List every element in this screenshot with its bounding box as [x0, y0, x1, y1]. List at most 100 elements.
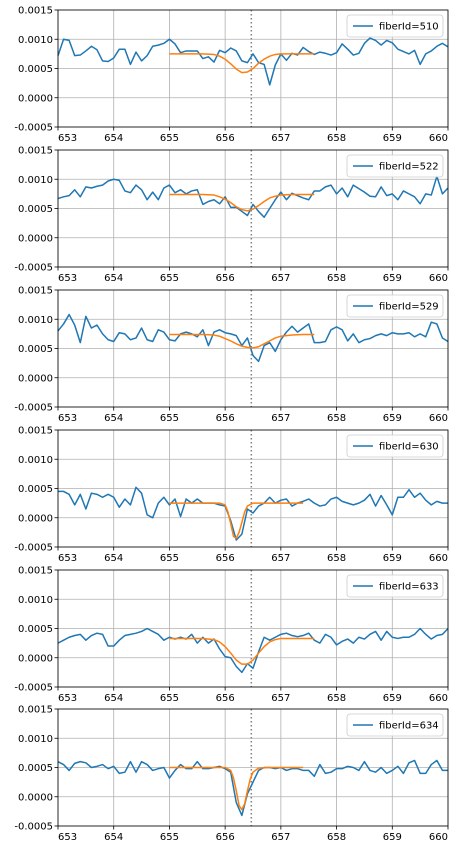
x-tick-label: 653 — [58, 553, 77, 564]
x-tick-label: 659 — [383, 133, 402, 144]
x-tick-label: 657 — [271, 832, 290, 843]
y-tick-label: -0.0005 — [14, 123, 53, 134]
x-tick-label: 660 — [429, 553, 448, 564]
legend-label: fiberId=510 — [379, 22, 439, 33]
x-tick-label: 660 — [429, 413, 448, 424]
y-tick-label: 0.0000 — [18, 373, 53, 384]
fit-line — [169, 766, 304, 811]
legend-label: fiberId=633 — [379, 582, 439, 593]
x-tick-label: 655 — [160, 553, 179, 564]
subplot-3: 653 654 655 656 657 658 659 660 -0.0005 0.0000 0.0… — [14, 286, 449, 424]
y-tick-label: 0.0015 — [18, 286, 53, 297]
legend-label: fiberId=634 — [379, 721, 439, 732]
x-tick-label: 655 — [160, 693, 179, 704]
x-tick-label: 658 — [327, 413, 346, 424]
legend-box — [346, 14, 444, 38]
fit-line — [169, 53, 315, 74]
x-tick-label: 658 — [327, 693, 346, 704]
spectrum-line — [58, 486, 448, 541]
x-tick-label: 658 — [327, 553, 346, 564]
x-tick-label: 655 — [160, 832, 179, 843]
x-tick-label: 654 — [104, 133, 123, 144]
y-tick-label: 0.0010 — [18, 35, 53, 46]
x-tick-label: 660 — [429, 133, 448, 144]
y-tick-label: 0.0005 — [18, 344, 53, 355]
x-tick-label: 656 — [216, 553, 235, 564]
y-tick-label: 0.0015 — [18, 6, 53, 17]
x-tick-label: 656 — [216, 273, 235, 284]
y-tick-label: 0.0005 — [18, 64, 53, 75]
y-tick-label: 0.0010 — [18, 595, 53, 606]
y-tick-label: 0.0015 — [18, 566, 53, 577]
y-tick-label: 0.0010 — [18, 175, 53, 186]
spectrum-line — [57, 175, 449, 219]
x-tick-label: 655 — [160, 273, 179, 284]
y-tick-label: -0.0005 — [14, 822, 53, 833]
y-tick-label: 0.0005 — [18, 204, 53, 215]
subplot-1: 653 654 655 656 657 658 659 660 -0.0005 0.0000 0.0… — [14, 6, 449, 144]
y-tick-label: -0.0005 — [14, 263, 53, 274]
y-tick-label: 0.0000 — [18, 513, 53, 524]
x-tick-label: 653 — [58, 273, 77, 284]
x-tick-label: 660 — [429, 693, 448, 704]
legend: fiberId=630 — [346, 434, 444, 458]
y-tick-label: 0.0015 — [18, 705, 53, 716]
x-tick-label: 653 — [58, 133, 77, 144]
x-tick-label: 660 — [429, 273, 448, 284]
legend-box — [346, 713, 444, 737]
y-tick-label: 0.0010 — [18, 455, 53, 466]
spectrum-line — [57, 759, 448, 817]
x-tick-label: 659 — [383, 553, 402, 564]
y-tick-label: 0.0000 — [18, 653, 53, 664]
x-tick-label: 654 — [104, 832, 123, 843]
subplot-2: 653 654 655 656 657 658 659 660 -0.0005 0.0000 0.0… — [14, 146, 449, 284]
fit-line — [169, 637, 315, 665]
legend-label: fiberId=630 — [379, 442, 439, 453]
x-tick-label: 653 — [58, 693, 77, 704]
x-tick-label: 657 — [271, 133, 290, 144]
spectrum-line — [57, 313, 449, 363]
x-tick-label: 659 — [383, 832, 402, 843]
x-tick-label: 660 — [429, 832, 448, 843]
x-tick-label: 658 — [327, 273, 346, 284]
y-tick-label: 0.0000 — [18, 93, 53, 104]
x-tick-label: 657 — [271, 693, 290, 704]
y-tick-label: 0.0000 — [18, 233, 53, 244]
y-tick-label: 0.0005 — [18, 484, 53, 495]
legend: fiberId=510 — [346, 14, 444, 38]
x-tick-label: 656 — [216, 413, 235, 424]
subplot-4: 653 654 655 656 657 658 659 660 -0.0005 0.0000 0.0… — [14, 426, 449, 564]
x-tick-label: 654 — [104, 553, 123, 564]
legend: fiberId=633 — [346, 574, 444, 598]
spectrum-line — [57, 627, 449, 674]
legend: fiberId=634 — [346, 713, 444, 737]
x-tick-label: 655 — [160, 413, 179, 424]
legend: fiberId=522 — [346, 154, 444, 178]
y-tick-label: -0.0005 — [14, 683, 53, 694]
legend-box — [346, 294, 444, 318]
x-tick-label: 659 — [383, 693, 402, 704]
y-tick-label: 0.0005 — [18, 624, 53, 635]
fit-line — [169, 193, 315, 212]
x-tick-label: 657 — [271, 273, 290, 284]
y-tick-label: 0.0010 — [18, 315, 53, 326]
x-tick-label: 653 — [58, 832, 77, 843]
x-tick-label: 653 — [58, 413, 77, 424]
x-tick-label: 654 — [104, 413, 123, 424]
legend: fiberId=529 — [346, 294, 444, 318]
x-tick-label: 656 — [216, 832, 235, 843]
x-tick-label: 656 — [216, 693, 235, 704]
y-tick-label: 0.0015 — [18, 426, 53, 437]
x-tick-label: 658 — [327, 133, 346, 144]
fit-line — [169, 502, 304, 539]
x-tick-label: 659 — [383, 273, 402, 284]
y-tick-label: 0.0000 — [18, 792, 53, 803]
legend-box — [346, 574, 444, 598]
legend-label: fiberId=529 — [379, 302, 439, 313]
x-tick-label: 654 — [104, 693, 123, 704]
subplot-5: 653 654 655 656 657 658 659 660 -0.0005 0.0000 0.0… — [14, 566, 449, 704]
y-tick-label: -0.0005 — [14, 403, 53, 414]
x-tick-label: 658 — [327, 832, 346, 843]
x-tick-label: 659 — [383, 413, 402, 424]
